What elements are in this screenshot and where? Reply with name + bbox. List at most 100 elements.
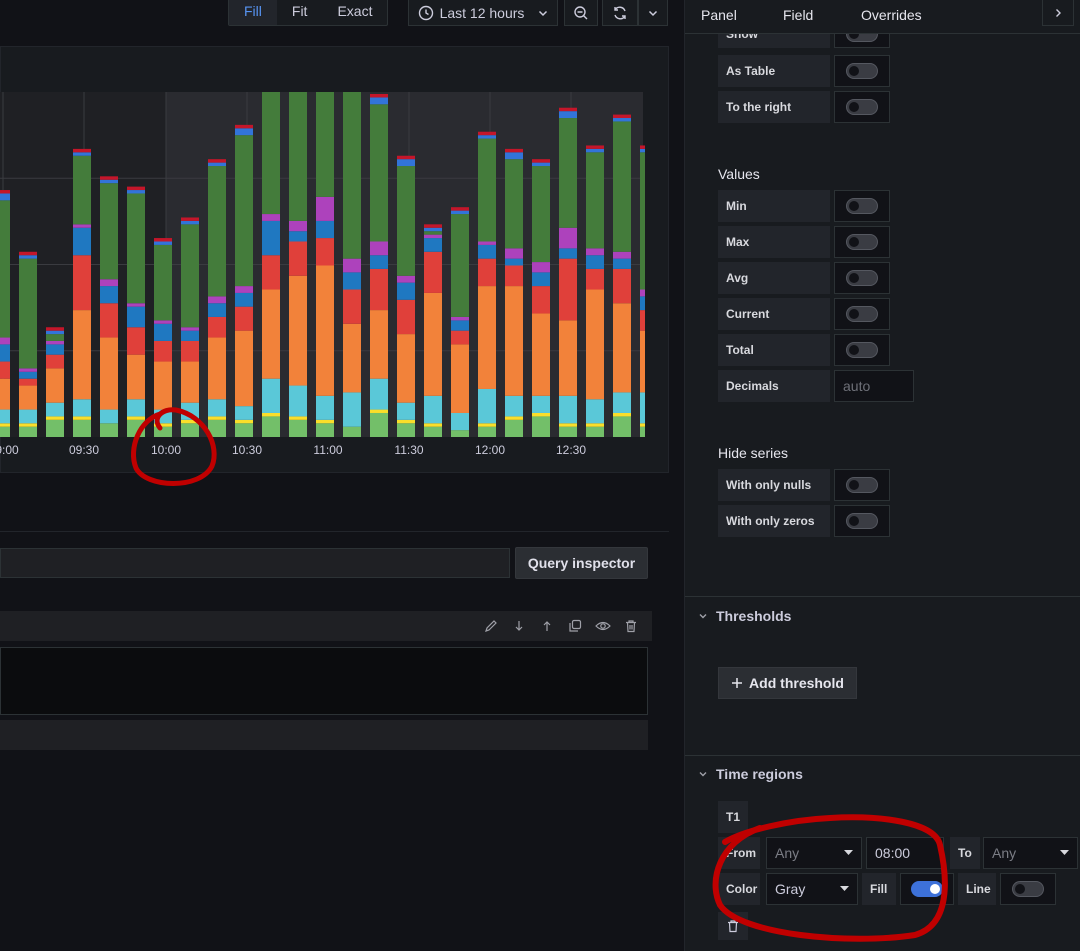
- bar-segment[interactable]: [343, 258, 361, 273]
- bar-segment[interactable]: [154, 340, 172, 362]
- bar-segment[interactable]: [0, 337, 10, 345]
- bar-segment[interactable]: [613, 416, 631, 437]
- bar-segment[interactable]: [73, 155, 91, 225]
- bar-segment[interactable]: [73, 416, 91, 420]
- bar-segment[interactable]: [370, 412, 388, 437]
- bar-segment[interactable]: [127, 399, 145, 417]
- bar-segment[interactable]: [208, 399, 226, 417]
- bar-segment[interactable]: [181, 224, 199, 328]
- bar-segment[interactable]: [559, 118, 577, 228]
- bar-segment[interactable]: [19, 368, 37, 372]
- region-from-day-select[interactable]: Any: [766, 837, 862, 869]
- bar-segment[interactable]: [316, 423, 334, 437]
- bar-segment[interactable]: [478, 138, 496, 242]
- bar-segment[interactable]: [559, 395, 577, 424]
- bar-segment[interactable]: [478, 423, 496, 427]
- bar-segment[interactable]: [559, 426, 577, 437]
- values-min-toggle[interactable]: [834, 190, 890, 222]
- bar-segment[interactable]: [46, 334, 64, 341]
- bar-segment[interactable]: [46, 344, 64, 355]
- bar-segment[interactable]: [397, 334, 415, 403]
- bar-segment[interactable]: [100, 409, 118, 424]
- bar-segment[interactable]: [370, 104, 388, 242]
- bar-segment[interactable]: [451, 320, 469, 331]
- trash-icon[interactable]: [623, 618, 639, 634]
- bar-segment[interactable]: [73, 224, 91, 228]
- time-range-picker[interactable]: Last 12 hours: [408, 0, 558, 26]
- bar-segment[interactable]: [532, 162, 550, 167]
- bar-segment[interactable]: [613, 268, 631, 304]
- bar-segment[interactable]: [127, 416, 145, 420]
- bar-segment[interactable]: [640, 310, 645, 331]
- bar-segment[interactable]: [424, 395, 442, 424]
- bar-segment[interactable]: [505, 258, 523, 266]
- bar-segment[interactable]: [424, 423, 442, 427]
- bar-segment[interactable]: [73, 419, 91, 437]
- bar-segment[interactable]: [532, 412, 550, 417]
- bar-segment[interactable]: [127, 190, 145, 194]
- bar-segment[interactable]: [19, 378, 37, 386]
- bar-segment[interactable]: [451, 214, 469, 317]
- bar-segment[interactable]: [46, 330, 64, 335]
- bar-segment[interactable]: [0, 200, 10, 338]
- arrow-down-icon[interactable]: [511, 618, 527, 634]
- bar-segment[interactable]: [640, 330, 645, 393]
- bar-segment[interactable]: [559, 227, 577, 249]
- query-options-bar[interactable]: [0, 548, 510, 578]
- bar-segment[interactable]: [559, 107, 577, 112]
- bar-segment[interactable]: [208, 159, 226, 163]
- bar-segment[interactable]: [235, 330, 253, 407]
- bar-segment[interactable]: [640, 296, 645, 311]
- tab-field[interactable]: Field: [783, 7, 814, 23]
- bar-segment[interactable]: [235, 292, 253, 307]
- bar-segment[interactable]: [532, 166, 550, 263]
- bar-segment[interactable]: [100, 337, 118, 410]
- bar-segment[interactable]: [640, 426, 645, 437]
- bar-segment[interactable]: [343, 272, 361, 290]
- bar-segment[interactable]: [559, 248, 577, 259]
- bar-segment[interactable]: [154, 361, 172, 410]
- region-to-day-select[interactable]: Any: [983, 837, 1078, 869]
- bar-segment[interactable]: [0, 344, 10, 362]
- bar-segment[interactable]: [100, 176, 118, 180]
- bar-segment[interactable]: [235, 124, 253, 129]
- bar-segment[interactable]: [343, 392, 361, 427]
- bar-segment[interactable]: [586, 255, 604, 269]
- bar-segment[interactable]: [46, 419, 64, 437]
- bar-segment[interactable]: [586, 248, 604, 256]
- thresholds-group-header[interactable]: Thresholds: [698, 608, 791, 624]
- bar-segment[interactable]: [478, 426, 496, 437]
- bar-segment[interactable]: [262, 255, 280, 290]
- bar-segment[interactable]: [613, 412, 631, 417]
- remove-region-button[interactable]: [718, 912, 748, 940]
- bar-segment[interactable]: [262, 289, 280, 379]
- bar-segment[interactable]: [19, 426, 37, 437]
- bar-segment[interactable]: [532, 272, 550, 287]
- bar-segment[interactable]: [397, 282, 415, 300]
- bar-segment[interactable]: [451, 210, 469, 215]
- bar-segment[interactable]: [127, 306, 145, 328]
- bar-segment[interactable]: [370, 378, 388, 410]
- bar-segment[interactable]: [181, 419, 199, 424]
- bar-segment[interactable]: [613, 114, 631, 119]
- bar-segment[interactable]: [370, 255, 388, 269]
- bar-segment[interactable]: [154, 320, 172, 324]
- bar-segment[interactable]: [559, 111, 577, 119]
- region-line-toggle[interactable]: [1000, 873, 1056, 905]
- bar-segment[interactable]: [397, 166, 415, 276]
- bar-segment[interactable]: [154, 323, 172, 341]
- region-from-time-input[interactable]: 08:00: [866, 837, 944, 869]
- bar-segment[interactable]: [262, 92, 280, 215]
- values-max-toggle[interactable]: [834, 226, 890, 258]
- bar-segment[interactable]: [262, 214, 280, 221]
- bar-segment[interactable]: [73, 227, 91, 256]
- bar-segment[interactable]: [235, 406, 253, 420]
- bar-segment[interactable]: [154, 426, 172, 437]
- arrow-up-icon[interactable]: [539, 618, 555, 634]
- bar-segment[interactable]: [235, 128, 253, 136]
- bar-segment[interactable]: [100, 179, 118, 184]
- bar-segment[interactable]: [289, 92, 307, 221]
- bar-segment[interactable]: [208, 162, 226, 167]
- bar-segment[interactable]: [505, 159, 523, 249]
- stacked-bar-chart[interactable]: [0, 92, 645, 438]
